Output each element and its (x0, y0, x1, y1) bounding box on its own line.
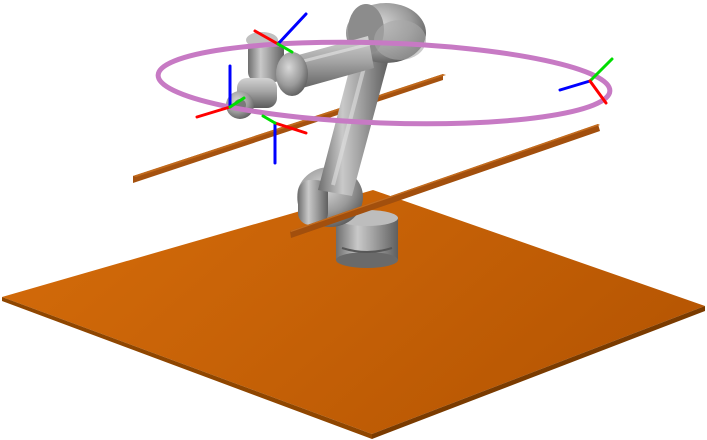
floor-plate (2, 190, 705, 439)
coordinate-frame-2 (195, 64, 246, 119)
trajectory-path (155, 39, 613, 127)
front-bar (290, 124, 600, 238)
coordinate-frame-1 (253, 12, 308, 54)
coordinate-frame-4 (558, 57, 614, 105)
robot-base (336, 210, 398, 268)
coordinate-frame-3 (261, 114, 308, 165)
